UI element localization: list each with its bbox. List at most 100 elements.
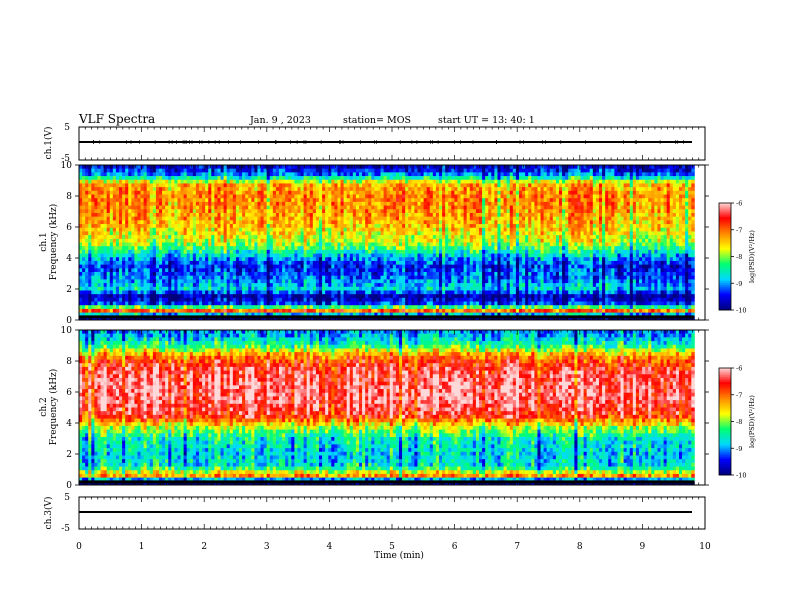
- spectrogram-cell: [414, 165, 418, 170]
- spectrogram-cell: [238, 220, 243, 225]
- spectrogram-cell: [177, 227, 181, 232]
- spectrogram-cell: [263, 172, 268, 177]
- spectrogram-cell: [672, 179, 677, 184]
- spectrogram-cell: [463, 179, 468, 184]
- spectrogram-cell: [534, 246, 538, 251]
- spectrogram-cell: [103, 249, 108, 254]
- spectrogram-cell: [666, 235, 671, 240]
- spectrogram-cell: [94, 209, 98, 214]
- spectrogram-cell: [577, 168, 581, 173]
- spectrogram-cell: [574, 176, 578, 181]
- spectrogram-cell: [85, 187, 89, 192]
- spectrogram-cell: [334, 165, 338, 170]
- spectrogram-cell: [420, 224, 424, 229]
- spectrogram-cell: [602, 242, 606, 247]
- spectrogram-cell: [211, 190, 215, 195]
- spectrogram-cell: [358, 190, 363, 195]
- spectrogram-cell: [88, 212, 92, 218]
- spectrogram-cell: [180, 165, 185, 170]
- spectrogram-cell: [552, 201, 557, 206]
- spectrogram-cell: [518, 194, 523, 199]
- spectrogram-cell: [648, 227, 652, 232]
- spectrogram-cell: [263, 246, 268, 251]
- spectrogram-cell: [642, 209, 646, 214]
- spectrogram-cell: [288, 179, 292, 184]
- spectrogram-cell: [220, 187, 225, 192]
- spectrogram-cell: [322, 224, 326, 229]
- spectrogram-cell: [226, 220, 231, 225]
- spectrogram-cell: [518, 165, 523, 170]
- spectrogram-cell: [426, 235, 431, 240]
- spectrogram-cell: [140, 242, 145, 247]
- spectrogram-cell: [685, 172, 689, 177]
- spectrogram-cell: [205, 227, 209, 232]
- spectrogram-cell: [214, 235, 218, 240]
- spectrogram-cell: [112, 212, 117, 218]
- spectrogram-cell: [537, 238, 541, 243]
- spectrogram-cell: [669, 187, 674, 192]
- spectrogram-cell: [177, 194, 181, 199]
- spectrogram-cell: [128, 194, 132, 199]
- spectrogram-cell: [402, 172, 406, 177]
- spectrogram-cell: [645, 187, 649, 192]
- spectrogram-cell: [137, 179, 141, 184]
- spectrogram-cell: [660, 231, 664, 236]
- spectrogram-cell: [392, 168, 397, 173]
- spectrogram-cell: [540, 183, 544, 188]
- spectrogram-cell: [635, 242, 640, 247]
- spectrogram-cell: [442, 212, 446, 218]
- spectrogram-cell: [217, 242, 221, 247]
- spectrogram-cell: [223, 198, 228, 203]
- spectrogram-cell: [183, 209, 188, 214]
- spectrogram-cell: [491, 176, 495, 181]
- spectrogram-cell: [254, 220, 258, 225]
- spectrogram-cell: [531, 246, 535, 251]
- spectrogram-cell: [334, 224, 338, 229]
- spectrogram-cell: [263, 190, 268, 195]
- spectrogram-cell: [278, 194, 283, 199]
- spectrogram-cell: [383, 209, 388, 214]
- spectrogram-cell: [558, 201, 563, 206]
- spectrogram-cell: [198, 172, 203, 177]
- spectrogram-cell: [565, 231, 569, 236]
- spectrogram-cell: [106, 246, 111, 251]
- spectrogram-cell: [398, 235, 403, 240]
- spectrogram-cell: [503, 246, 508, 251]
- spectrogram-cell: [395, 220, 400, 225]
- spectrogram-cell: [398, 212, 403, 218]
- spectrogram-cell: [678, 235, 683, 240]
- spectrogram-cell: [386, 220, 391, 225]
- spectrogram-cell: [608, 216, 612, 221]
- spectrogram-cell: [395, 238, 400, 243]
- spectrogram-cell: [402, 190, 406, 195]
- spectrogram-cell: [417, 176, 421, 181]
- spectrogram-cell: [651, 201, 655, 206]
- spectrogram-cell: [509, 216, 514, 221]
- spectrogram-cell: [562, 235, 566, 240]
- spectrogram-cell: [405, 249, 409, 254]
- spectrogram-cell: [355, 183, 360, 188]
- spectrogram-cell: [380, 249, 385, 254]
- spectrogram-cell: [617, 224, 621, 229]
- spectrogram-cell: [152, 183, 157, 188]
- spectrogram-cell: [546, 168, 551, 173]
- spectrogram-cell: [106, 209, 111, 214]
- spectrogram-cell: [435, 246, 440, 251]
- spectrogram-cell: [432, 227, 437, 232]
- spectrogram-cell: [645, 201, 649, 206]
- spectrogram-cell: [180, 212, 185, 218]
- spectrogram-cell: [423, 194, 428, 199]
- spectrogram-cell: [509, 231, 514, 236]
- spectrogram-cell: [263, 212, 268, 218]
- spectrogram-cell: [343, 187, 348, 192]
- spectrogram-cell: [318, 227, 323, 232]
- spectrogram-cell: [171, 187, 175, 192]
- spectrogram-cell: [642, 187, 646, 192]
- spectrogram-cell: [389, 198, 394, 203]
- spectrogram-cell: [291, 212, 295, 218]
- spectrogram-cell: [79, 176, 83, 181]
- spectrogram-cell: [275, 168, 280, 173]
- spectrogram-cell: [189, 176, 194, 181]
- spectrogram-cell: [285, 216, 289, 221]
- spectrogram-cell: [149, 198, 154, 203]
